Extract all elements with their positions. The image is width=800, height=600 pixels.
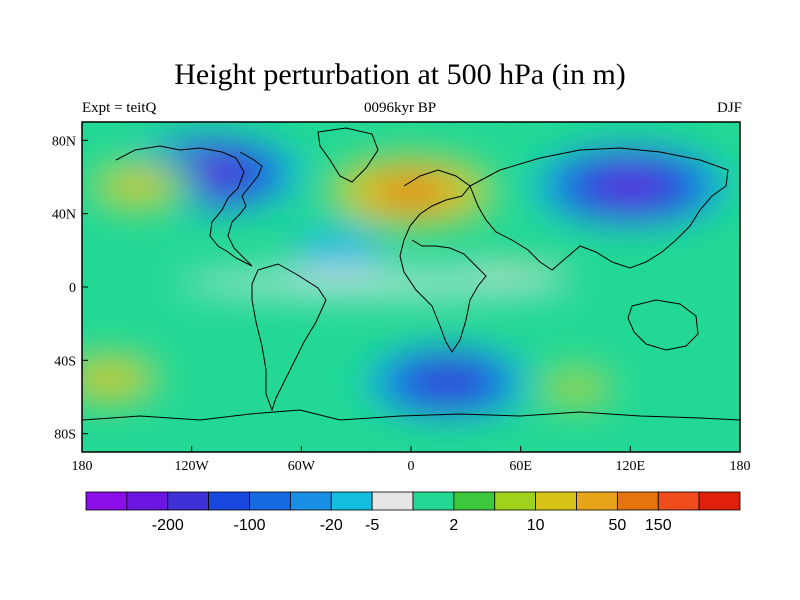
colorbar-swatch: [85, 491, 128, 511]
x-tick-label: 180: [730, 459, 751, 474]
x-tick-label: 120E: [616, 459, 646, 474]
anomaly-blob: [419, 369, 477, 395]
y-tick-label: 80N: [52, 134, 76, 149]
coastlines: [82, 127, 740, 421]
x-tick-label: 120W: [175, 459, 210, 474]
anomaly-blob: [82, 365, 138, 392]
colorbar-label: -200: [152, 517, 184, 534]
colorbar-swatch: [330, 491, 373, 511]
y-tick-label: 80S: [54, 428, 76, 443]
y-tick-label: 40N: [52, 208, 76, 223]
colorbar-label: 10: [527, 517, 545, 534]
chart-title: Height perturbation at 500 hPa (in m): [174, 58, 626, 91]
x-tick-label: 60E: [509, 459, 532, 474]
colorbar-swatch: [453, 491, 496, 511]
y-axis-ticks: 80N 40N 0 40S 80S: [52, 134, 88, 443]
colorbar-label: -5: [365, 517, 379, 534]
colorbar-swatch: [167, 491, 210, 511]
colorbar-label: -20: [320, 517, 343, 534]
x-tick-label: 60W: [288, 459, 316, 474]
colorbar-swatch: [126, 491, 169, 511]
colorbar: -200 -100 -20 -5 2 10 50 150: [85, 491, 741, 534]
colorbar-swatch: [249, 491, 291, 511]
subtitle-left: Expt = teitQ: [82, 100, 157, 116]
x-axis-ticks: 180 120W 60W 0 60E 120E 180: [72, 446, 751, 474]
anomaly-blob: [184, 162, 236, 185]
y-tick-label: 40S: [54, 354, 76, 369]
anomaly-blob: [383, 180, 439, 204]
colorbar-label: 150: [645, 517, 672, 534]
anomaly-blob: [110, 173, 163, 199]
colorbar-swatch: [576, 491, 618, 511]
colorbar-swatch: [208, 491, 250, 511]
colorbar-swatch: [616, 491, 659, 511]
colorbar-label: -100: [233, 517, 265, 534]
y-tick-label: 0: [69, 281, 76, 296]
colorbar-swatch: [371, 491, 414, 511]
colorbar-label: 50: [608, 517, 626, 534]
colorbar-swatch: [535, 491, 577, 511]
anomaly-blob: [292, 226, 384, 275]
colorbar-swatch: [494, 491, 537, 511]
colorbar-label: 2: [449, 517, 458, 534]
subtitle-center: 0096kyr BP: [363, 100, 437, 116]
neutral-band: [174, 271, 575, 296]
colorbar-swatch: [289, 491, 332, 511]
colorbar-swatch: [698, 491, 741, 511]
subtitle-right: DJF: [716, 100, 742, 116]
x-tick-label: 180: [72, 459, 93, 474]
anomaly-blob: [543, 371, 608, 404]
colorbar-swatch: [657, 491, 700, 511]
anomaly-field: [82, 122, 740, 452]
anomaly-blob: [603, 174, 658, 198]
x-tick-label: 0: [408, 459, 415, 474]
colorbar-swatch: [412, 491, 455, 511]
anomaly-blob: [476, 236, 565, 283]
